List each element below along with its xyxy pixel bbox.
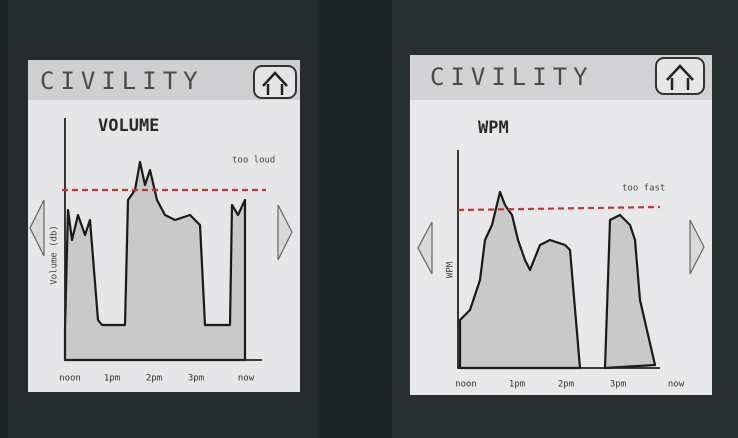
y-axis-label: WPM	[446, 261, 456, 278]
wpm-sketch	[603, 213, 657, 370]
next-arrow[interactable]	[277, 204, 293, 261]
chart-title: WPM	[478, 118, 509, 138]
screen-volume: CIVILITY VOLUME too loud Volume (db) noo…	[28, 60, 300, 392]
home-button[interactable]	[655, 57, 705, 95]
threshold-line	[457, 205, 661, 212]
volume-sketch	[63, 160, 247, 362]
home-button[interactable]	[253, 65, 297, 99]
wpm-sketch	[458, 190, 582, 370]
app-title: CIVILITY	[430, 63, 594, 91]
x-label: 1pm	[104, 374, 120, 384]
threshold-label: too fast	[622, 184, 665, 194]
x-label: 2pm	[558, 380, 574, 390]
app-title: CIVILITY	[40, 67, 204, 95]
x-label: now	[668, 380, 685, 390]
home-box[interactable]	[253, 65, 297, 99]
home-icon[interactable]	[262, 71, 288, 95]
x-label: noon	[59, 374, 81, 384]
prev-arrow[interactable]	[417, 221, 433, 275]
screen-wpm: CIVILITY WPM too fast WPM noon 1pm 2pm 3…	[410, 55, 712, 395]
axes	[64, 118, 262, 361]
x-label: 2pm	[146, 374, 162, 384]
x-label: 3pm	[610, 380, 626, 390]
x-label: 1pm	[509, 380, 525, 390]
chart-title: VOLUME	[98, 116, 159, 136]
x-label: now	[238, 374, 255, 384]
next-arrow[interactable]	[689, 219, 705, 275]
prev-arrow[interactable]	[29, 199, 45, 257]
threshold-label: too loud	[232, 156, 275, 166]
x-label: 3pm	[188, 374, 204, 384]
y-axis-label: Volume (db)	[50, 225, 60, 285]
x-label: noon	[455, 380, 477, 390]
home-box[interactable]	[655, 57, 705, 95]
axes	[457, 150, 660, 369]
home-icon[interactable]	[666, 64, 694, 90]
